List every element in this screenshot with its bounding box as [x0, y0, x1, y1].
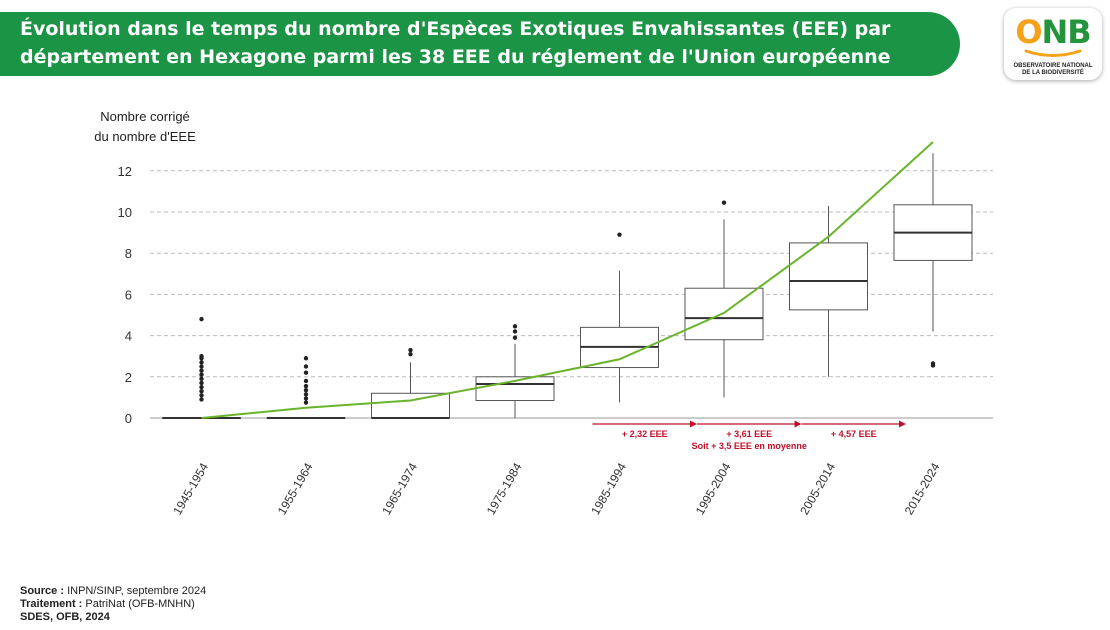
onb-logo-letters: ONB	[1004, 14, 1102, 50]
box-1965-1974	[371, 347, 450, 419]
box-2015-2024	[893, 153, 973, 368]
annotation-sublabel: Soit + 3,5 EEE en moyenne	[692, 441, 807, 451]
outlier-point-4	[199, 380, 204, 386]
footer-source: Source : INPN/SINP, septembre 2024	[20, 585, 206, 598]
outlier-point-9	[199, 360, 204, 365]
outlier-point-4	[303, 383, 309, 389]
outlier-point-5	[199, 376, 204, 382]
footer-traitement-label: Traitement :	[20, 598, 83, 610]
outlier-point-1	[303, 396, 309, 401]
footer-traitement: Traitement : PatriNat (OFB-MNHN)	[20, 598, 206, 611]
footer: Source : INPN/SINP, septembre 2024 Trait…	[20, 585, 206, 624]
box-1975-1984	[475, 324, 555, 418]
annotation-arrowhead	[899, 420, 906, 428]
outlier-point-0	[721, 200, 727, 205]
annotation-0: + 2,32 EEE	[592, 420, 697, 439]
outlier-point-1	[930, 361, 936, 366]
x-tick-labels: 1945-1954 1955-1964 1965-1974 1975-1984 1985…	[170, 460, 942, 517]
logo-text-line-1: OBSERVATOIRE NATIONAL	[1013, 63, 1093, 69]
outlier-point-11	[199, 354, 204, 359]
box-2005-2014	[789, 205, 868, 377]
outlier-point-0	[303, 400, 309, 405]
y-tick-label-4: 4	[125, 329, 132, 344]
annotation-2: + 4,57 EEE	[801, 420, 906, 439]
y-tick-label-12: 12	[118, 164, 132, 179]
outlier-point-0	[512, 335, 518, 340]
footer-source-text: INPN/SINP, septembre 2024	[64, 585, 207, 597]
footer-traitement-text: PatriNat (OFB-MNHN)	[82, 598, 195, 610]
x-tick-label-1945-1954: 1945-1954	[170, 460, 211, 517]
outlier-point-2	[199, 389, 204, 394]
outlier-point-3	[199, 384, 204, 390]
annotation-label: + 2,32 EEE	[622, 429, 668, 439]
outlier-point-3	[303, 387, 309, 393]
footer-credit: SDES, OFB, 2024	[20, 611, 206, 624]
outlier-point-12	[199, 316, 204, 322]
annotation-arrowhead	[794, 420, 802, 428]
x-tick-label-1985-1994: 1985-1994	[588, 460, 629, 517]
x-tick-label-2015-2024: 2015-2024	[902, 460, 943, 517]
trend-line-group	[201, 141, 934, 419]
footer-credit-text: SDES, OFB, 2024	[20, 611, 110, 623]
box-1945-1954	[162, 316, 241, 419]
outlier-point-6	[199, 372, 204, 377]
outlier-point-1	[512, 329, 518, 334]
outlier-point-2	[303, 392, 309, 397]
x-tick-label-1955-1964: 1955-1964	[275, 460, 316, 517]
chart-title-line-2: département en Hexagone parmi les 38 EEE…	[20, 46, 891, 68]
outlier-point-0	[199, 397, 204, 402]
footer-source-label: Source :	[20, 585, 65, 597]
y-axis-label-line-2: du nombre d'EEE	[94, 129, 196, 144]
box-1955-1964	[266, 356, 346, 419]
y-tick-label-6: 6	[125, 287, 132, 302]
title-banner: Évolution dans le temps du nombre d'Espè…	[0, 12, 960, 76]
outlier-point-1	[199, 393, 204, 398]
trend-line	[201, 141, 934, 419]
outlier-point-5	[303, 378, 309, 384]
x-tick-label-1965-1974: 1965-1974	[379, 460, 420, 517]
logo-letter-o: O	[1015, 13, 1042, 51]
outlier-point-8	[199, 364, 204, 369]
outlier-point-2	[512, 324, 518, 329]
y-tick-label-8: 8	[125, 246, 132, 261]
chart-title-line-1: Évolution dans le temps du nombre d'Espè…	[20, 18, 891, 40]
x-tick-label-1975-1984: 1975-1984	[484, 460, 525, 517]
outlier-point-7	[303, 364, 309, 369]
y-tick-label-0: 0	[125, 411, 132, 426]
y-tick-label-10: 10	[118, 205, 132, 220]
y-axis-label-line-1: Nombre corrigé	[100, 109, 190, 124]
logo-text-line-2: DE LA BIODIVERSITÉ	[1022, 70, 1084, 76]
x-tick-label-2005-2014: 2005-2014	[797, 460, 838, 517]
box-rect	[371, 392, 450, 419]
logo-letter-b: B	[1067, 13, 1091, 51]
annotation-label: + 4,57 EEE	[831, 429, 877, 439]
x-tick-label-1995-2004: 1995-2004	[693, 460, 734, 517]
y-tick-label-2: 2	[125, 370, 132, 385]
outlier-point-7	[199, 368, 204, 373]
outlier-point-6	[303, 370, 309, 375]
box-rect	[789, 242, 868, 311]
y-tick-labels: 0 2 4 6 8 10 12	[118, 164, 132, 426]
annotation-arrowhead	[690, 420, 697, 428]
box-1995-2004	[684, 200, 764, 398]
boxes-group	[162, 153, 973, 419]
onb-logo: ONB OBSERVATOIRE NATIONAL DE LA BIODIVER…	[1004, 8, 1102, 80]
outlier-point-8	[303, 356, 309, 361]
boxplot-chart: Nombre corrigé du nombre d'EEE 0 2 4 6 8 10 12…	[94, 109, 993, 517]
outlier-point-0	[617, 232, 622, 237]
annotation-1: + 3,61 EEE Soit + 3,5 EEE en moyenne	[692, 420, 807, 451]
outlier-point-0	[408, 351, 413, 357]
logo-swoosh-icon	[1024, 49, 1082, 57]
outlier-point-1	[408, 347, 413, 353]
annotations-group: + 2,32 EEE + 3,61 EEE Soit + 3,5 EEE en mo…	[592, 420, 906, 451]
annotation-label: + 3,61 EEE	[726, 429, 772, 439]
logo-letter-n: N	[1041, 13, 1069, 51]
